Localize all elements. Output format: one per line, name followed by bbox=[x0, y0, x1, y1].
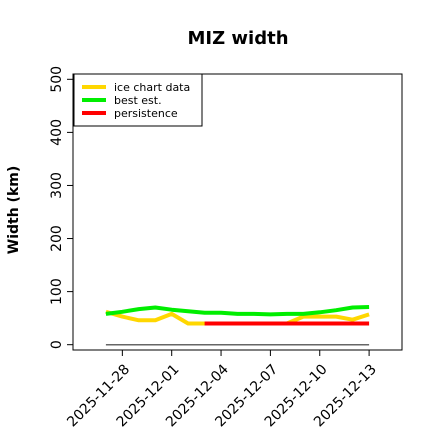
chart-title: MIZ width bbox=[187, 28, 288, 49]
x-axis: 2025-11-282025-12-012025-12-042025-12-07… bbox=[64, 350, 380, 430]
y-tick-label: 100 bbox=[49, 278, 65, 305]
y-tick-label: 500 bbox=[49, 66, 65, 93]
series-layer bbox=[105, 305, 370, 346]
y-axis-label: Width (km) bbox=[6, 166, 22, 255]
y-tick-label: 200 bbox=[49, 225, 65, 252]
legend-label: ice chart data bbox=[114, 81, 190, 94]
y-tick-label: 400 bbox=[49, 119, 65, 146]
y-tick-label: 300 bbox=[49, 172, 65, 199]
plot-frame bbox=[72, 73, 403, 351]
y-tick-label: 0 bbox=[49, 340, 65, 349]
legend-label: best est. bbox=[114, 94, 162, 107]
legend-label: persistence bbox=[114, 107, 178, 120]
series-line-best-est bbox=[105, 305, 370, 317]
y-axis: 0 100 200 300 400 500 bbox=[49, 66, 73, 349]
